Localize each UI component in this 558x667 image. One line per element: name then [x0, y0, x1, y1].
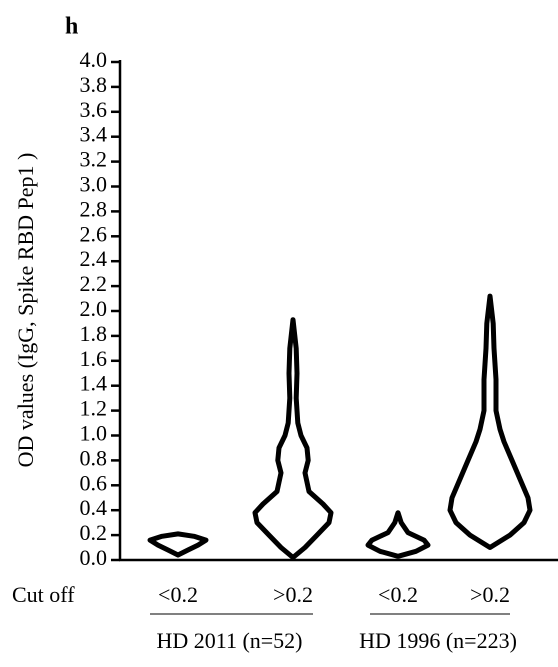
- group-label: HD 2011 (n=52): [156, 628, 302, 653]
- x-axis-label: Cut off: [12, 582, 75, 607]
- y-tick-label: 1.6: [80, 346, 108, 371]
- y-tick-label: 2.2: [80, 271, 108, 296]
- y-tick-label: 0.8: [80, 445, 108, 470]
- y-tick-label: 3.8: [80, 72, 108, 97]
- group-label: HD 1996 (n=223): [359, 628, 517, 653]
- violin: [147, 531, 209, 558]
- violin: [447, 293, 533, 550]
- y-axis-label: OD values (IgG, Spike RBD Pep1 ): [13, 153, 38, 468]
- y-tick-label: 0.4: [80, 495, 108, 520]
- y-tick-label: 3.4: [80, 122, 108, 147]
- y-tick-label: 4.0: [80, 47, 108, 72]
- y-tick-label: 1.8: [80, 321, 108, 346]
- y-tick-label: 1.4: [80, 371, 108, 396]
- y-tick-label: 2.4: [80, 246, 108, 271]
- violin: [365, 510, 431, 559]
- y-tick-label: 1.0: [80, 421, 108, 446]
- y-tick-label: 0.6: [80, 470, 108, 495]
- y-tick-label: 0.2: [80, 520, 108, 545]
- y-tick-label: 2.8: [80, 196, 108, 221]
- x-tick-label: <0.2: [158, 582, 198, 607]
- y-tick-label: 2.6: [80, 221, 108, 246]
- violin: [252, 317, 334, 560]
- x-tick-label: >0.2: [470, 582, 510, 607]
- x-tick-label: <0.2: [378, 582, 418, 607]
- y-tick-label: 2.0: [80, 296, 108, 321]
- y-tick-label: 3.0: [80, 172, 108, 197]
- chart-title: h: [65, 14, 78, 40]
- y-tick-label: 3.2: [80, 147, 108, 172]
- x-tick-label: >0.2: [273, 582, 313, 607]
- y-tick-label: 1.2: [80, 396, 108, 421]
- y-tick-label: 0.0: [80, 545, 108, 570]
- y-tick-label: 3.6: [80, 97, 108, 122]
